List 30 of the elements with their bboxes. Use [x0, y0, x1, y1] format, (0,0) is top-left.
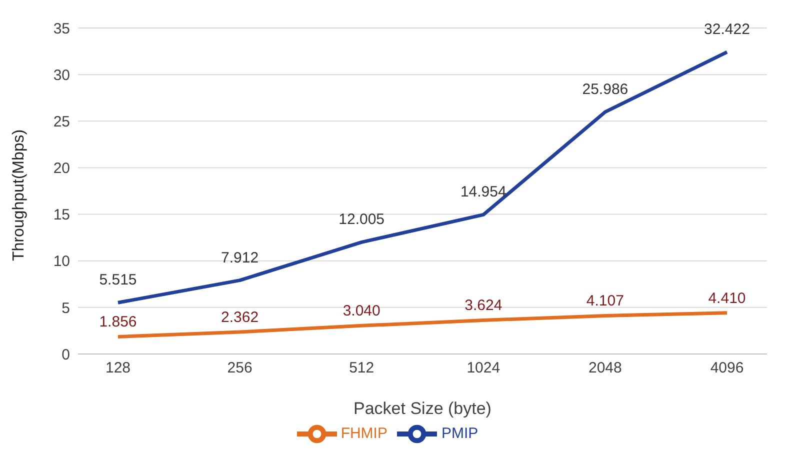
y-tick-label: 35: [53, 20, 70, 38]
data-label: 4.410: [708, 290, 746, 307]
x-tick-label: 2048: [588, 360, 622, 377]
y-axis-title: Throughput(Mbps): [10, 129, 28, 261]
x-axis-title: Packet Size (byte): [354, 399, 492, 418]
x-tick-label: 128: [105, 360, 131, 377]
legend-label: PMIP: [441, 424, 478, 442]
y-tick-label: 0: [62, 346, 70, 364]
y-tick-label: 20: [53, 160, 70, 178]
y-tick-label: 30: [53, 66, 70, 84]
data-label: 2.362: [221, 309, 259, 326]
y-tick-label: 25: [53, 113, 70, 130]
data-label: 14.954: [460, 184, 506, 201]
x-tick-label: 4096: [710, 360, 744, 377]
data-label: 4.107: [586, 292, 624, 310]
data-label: 3.624: [464, 297, 502, 314]
y-tick-label: 10: [53, 253, 70, 270]
data-label: 12.005: [338, 211, 385, 228]
legend-label: FHMIP: [340, 424, 388, 442]
data-label: 32.422: [704, 21, 750, 38]
x-tick-label: 256: [227, 360, 252, 377]
x-tick-label: 512: [349, 360, 374, 377]
y-tick-label: 5: [62, 300, 70, 317]
data-label: 25.986: [582, 80, 628, 98]
data-label: 7.912: [221, 249, 259, 266]
y-tick-label: 15: [53, 206, 70, 224]
data-label: 3.040: [342, 302, 380, 320]
x-tick-label: 1024: [466, 360, 500, 377]
data-label: 1.856: [99, 314, 137, 331]
data-label: 5.515: [99, 272, 137, 289]
